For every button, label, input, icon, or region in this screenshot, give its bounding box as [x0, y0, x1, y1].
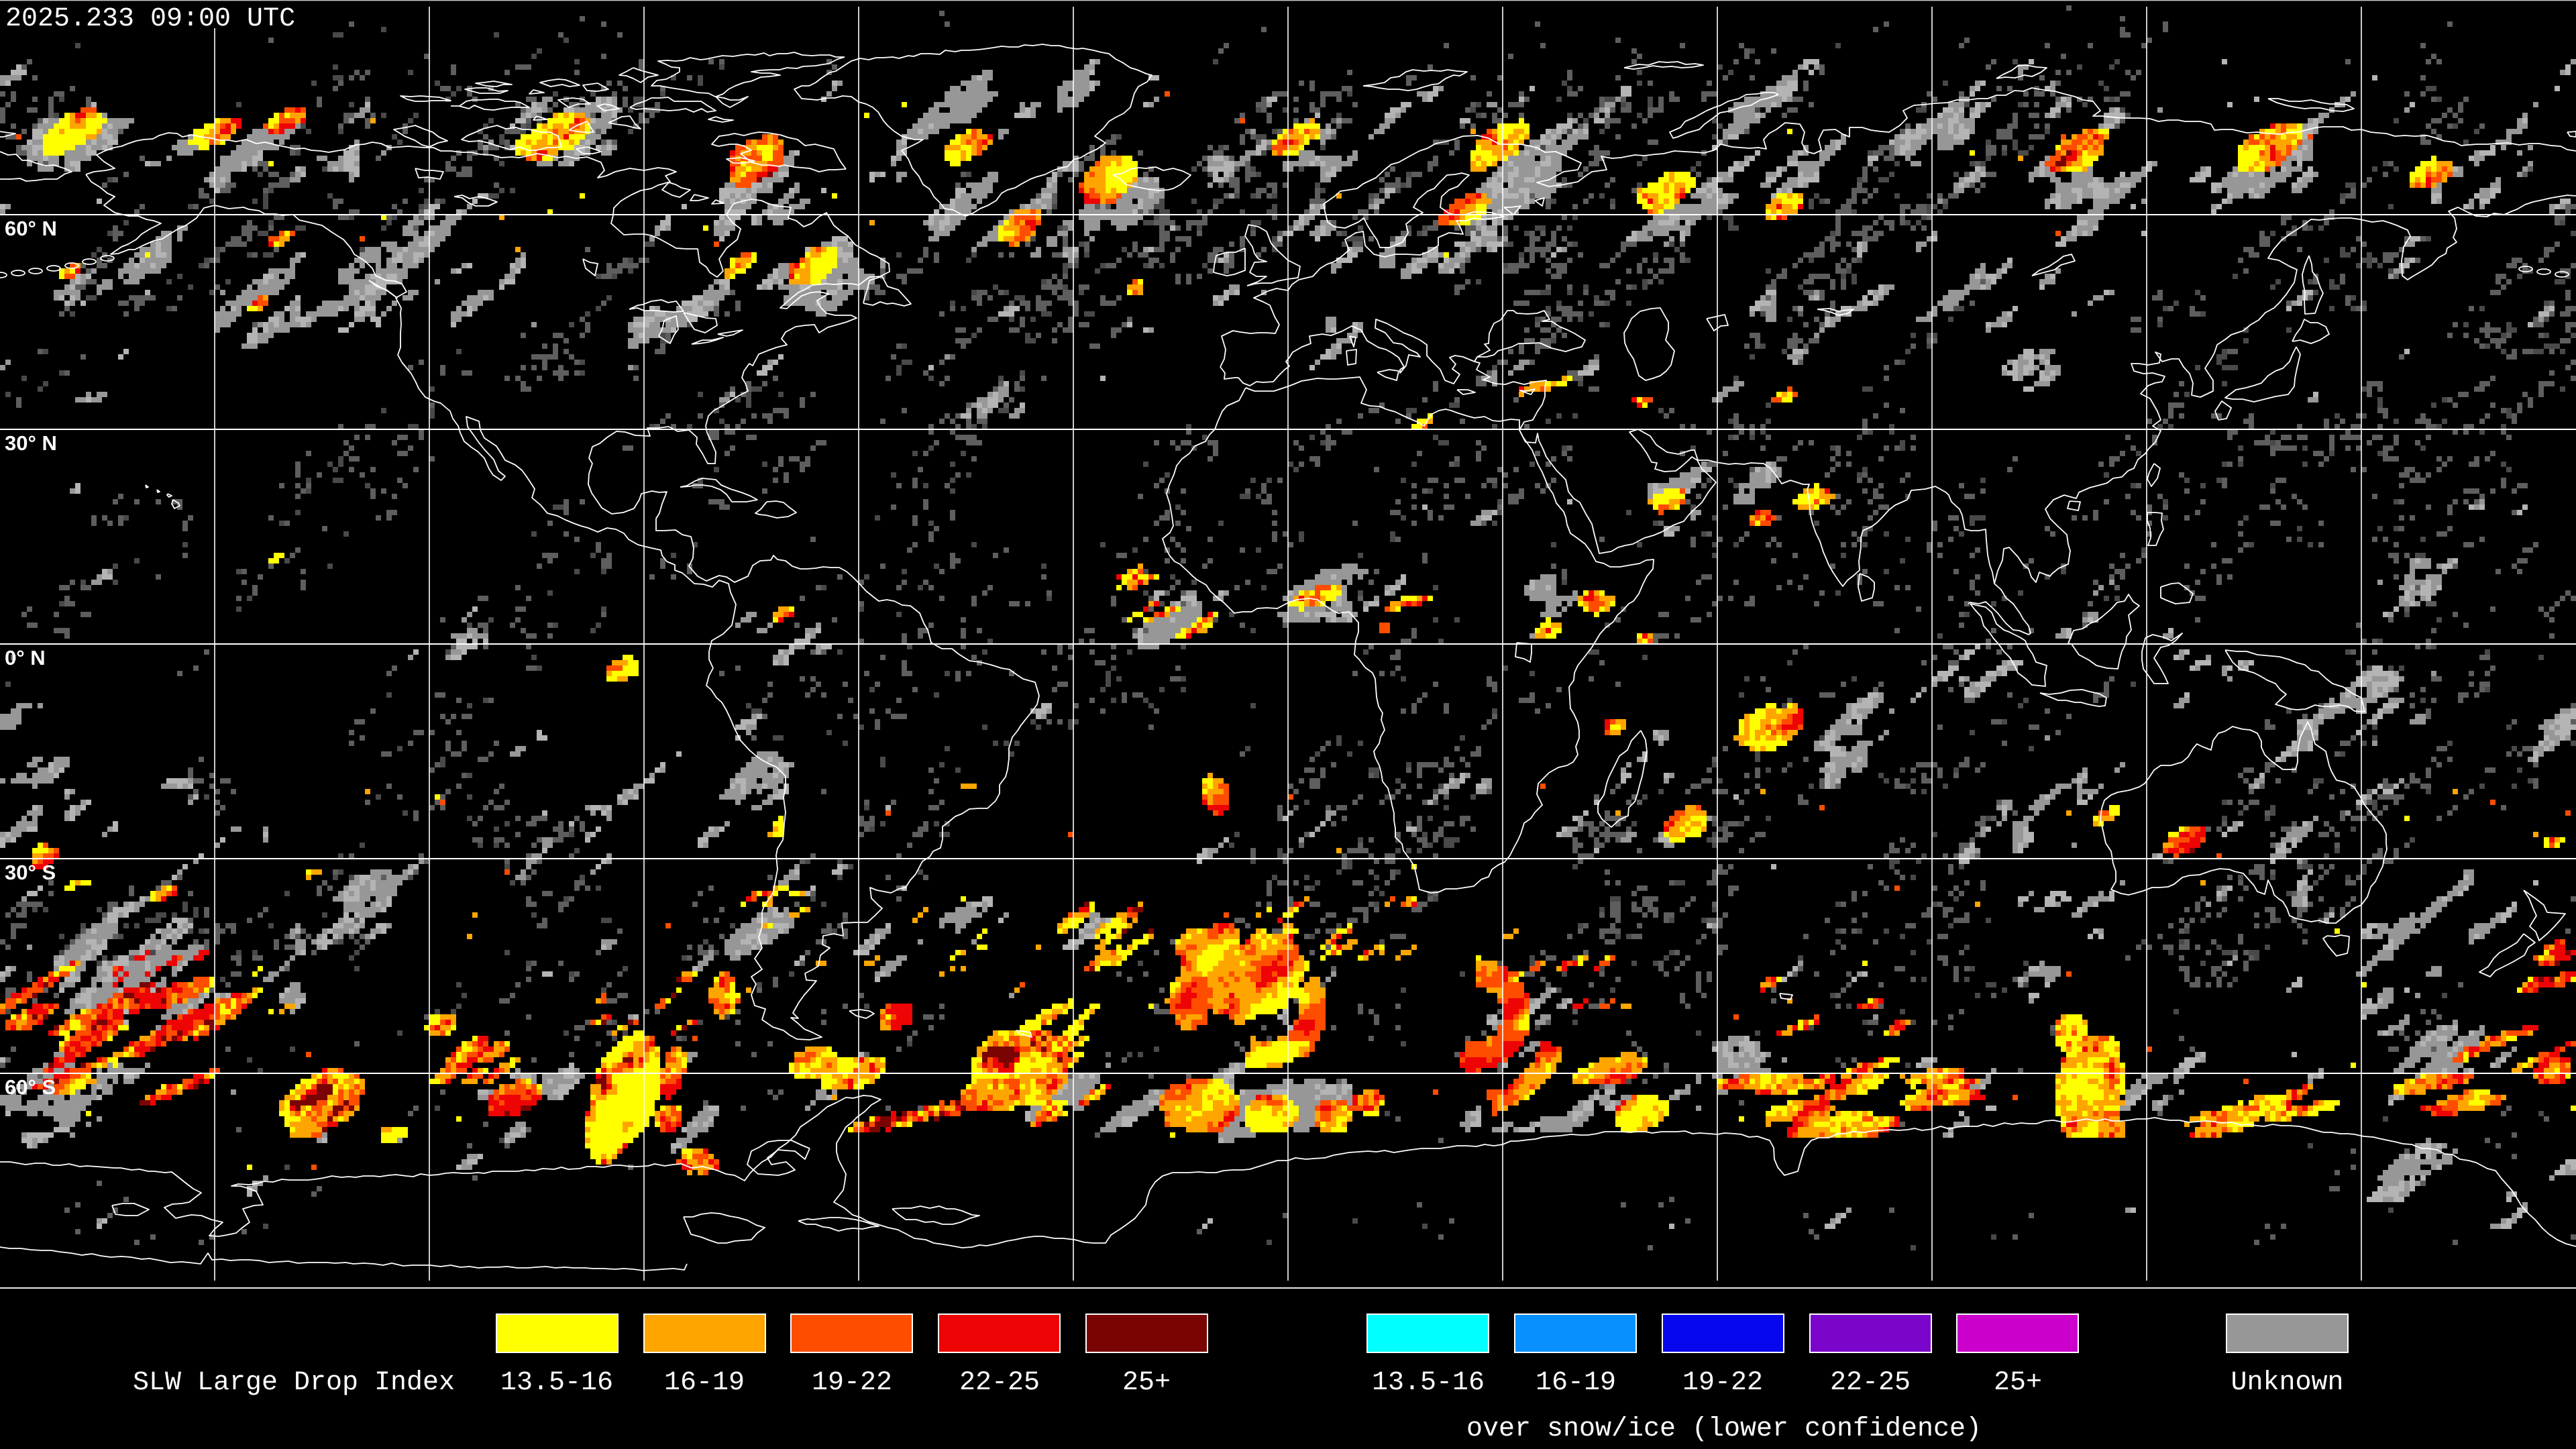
svg-text:16-19: 16-19	[1536, 1368, 1616, 1398]
svg-text:19-22: 19-22	[812, 1368, 892, 1398]
svg-text:25+: 25+	[1122, 1368, 1171, 1398]
svg-text:13.5-16: 13.5-16	[500, 1368, 613, 1398]
svg-text:60° S: 60° S	[5, 1075, 56, 1099]
svg-text:30° N: 30° N	[5, 431, 57, 455]
svg-text:over snow/ice (lower confidenc: over snow/ice (lower confidence)	[1466, 1414, 1982, 1444]
svg-text:16-19: 16-19	[664, 1368, 745, 1398]
svg-text:60° N: 60° N	[5, 217, 57, 240]
svg-text:13.5-16: 13.5-16	[1372, 1368, 1485, 1398]
svg-text:SLW Large Drop Index: SLW Large Drop Index	[133, 1368, 455, 1398]
svg-text:22-25: 22-25	[959, 1368, 1040, 1398]
svg-text:19-22: 19-22	[1682, 1368, 1763, 1398]
svg-text:22-25: 22-25	[1830, 1368, 1911, 1398]
svg-text:30° S: 30° S	[5, 861, 56, 884]
svg-text:25+: 25+	[1994, 1368, 2042, 1398]
svg-text:0° N: 0° N	[5, 646, 46, 669]
svg-text:2025.233 09:00 UTC: 2025.233 09:00 UTC	[5, 4, 295, 34]
svg-text:Unknown: Unknown	[2231, 1368, 2343, 1398]
